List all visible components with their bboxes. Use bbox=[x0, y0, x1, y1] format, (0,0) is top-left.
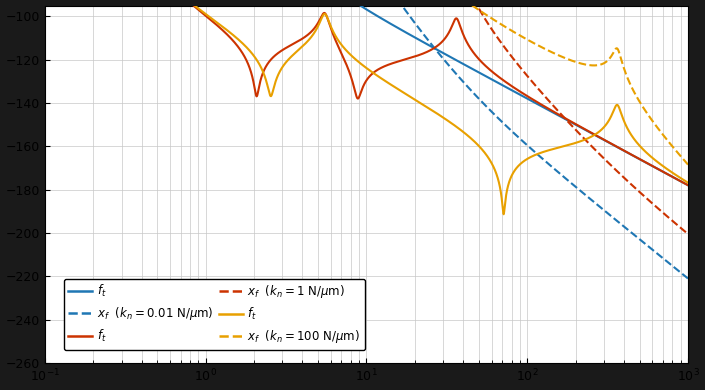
Legend: $f_t$, $x_f$  $(k_n = 0.01$ N/$\mu$m$)$, $f_t$, $x_f$  $(k_n = 1$ N/$\mu$m$)$, $: $f_t$, $x_f$ $(k_n = 0.01$ N/$\mu$m$)$, … bbox=[63, 278, 365, 350]
